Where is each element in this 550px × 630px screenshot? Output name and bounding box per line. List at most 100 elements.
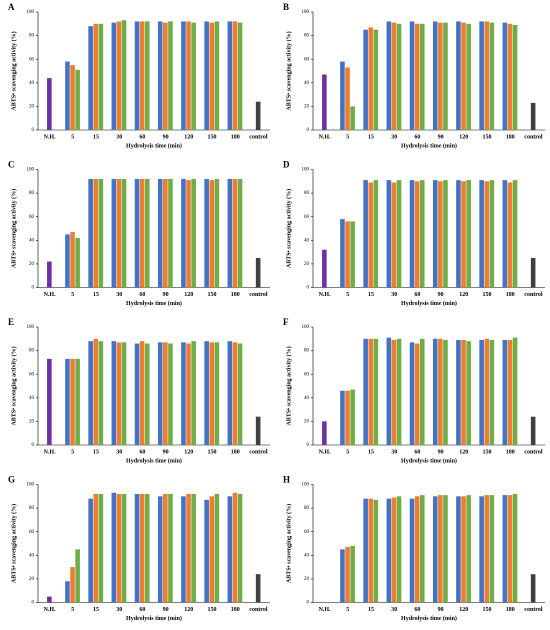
x-tick-label: 150	[208, 449, 217, 455]
x-tick-label: 30	[116, 607, 122, 613]
bar	[461, 181, 466, 288]
bar	[98, 23, 104, 130]
bar	[144, 493, 150, 603]
bar	[116, 493, 122, 603]
y-tick-label: 60	[304, 372, 310, 377]
bar	[237, 178, 243, 288]
y-tick-label: 20	[304, 577, 310, 582]
bar	[209, 22, 215, 130]
y-tick-label: 80	[29, 34, 35, 39]
x-tick-label: 180	[506, 134, 515, 140]
bar	[232, 21, 238, 130]
x-tick-label: 5	[71, 607, 74, 613]
x-tick-label: 180	[506, 607, 515, 613]
x-tick-label: 60	[139, 292, 145, 298]
panel-label: D	[283, 160, 290, 170]
bar	[443, 339, 448, 445]
bar	[456, 21, 461, 130]
y-tick-label: 40	[304, 238, 310, 243]
bar	[121, 342, 127, 445]
y-tick-label: 0	[307, 443, 310, 448]
bar	[340, 61, 345, 131]
bar	[227, 341, 233, 445]
bar	[168, 178, 173, 288]
y-tick-label: 40	[304, 396, 310, 401]
y-tick-label: 0	[307, 286, 310, 291]
bar	[47, 596, 52, 603]
x-tick-label: 15	[368, 449, 374, 455]
x-tick-label: 180	[506, 449, 515, 455]
x-axis-title: Hydrolysis time (min)	[401, 615, 457, 622]
bar	[391, 339, 397, 445]
bar	[75, 237, 80, 288]
bar	[232, 492, 238, 603]
y-axis-title: ABTS• scavenging activity (%)	[285, 346, 292, 425]
bar	[438, 181, 443, 288]
y-tick-label: 40	[304, 81, 310, 86]
bar	[484, 21, 490, 130]
x-tick-label: 120	[459, 134, 468, 140]
y-axis-title: ABTS• scavenging activity (%)	[10, 346, 17, 425]
bar	[111, 178, 117, 288]
bar	[163, 342, 168, 445]
bar	[396, 23, 402, 130]
bar	[456, 180, 461, 288]
x-tick-label: 30	[391, 607, 397, 613]
bar	[340, 549, 345, 603]
bar	[345, 547, 350, 603]
bar	[443, 22, 448, 130]
bar	[432, 496, 438, 603]
x-tick-label: N.H.	[44, 449, 57, 455]
y-tick-label: 80	[29, 506, 35, 511]
bar	[443, 495, 448, 603]
y-tick-label: 40	[29, 553, 35, 558]
bar	[227, 178, 233, 288]
y-tick-label: 80	[304, 506, 310, 511]
x-tick-label: 5	[346, 134, 349, 140]
x-tick-label: 120	[459, 607, 468, 613]
bar	[466, 180, 471, 288]
y-tick-label: 60	[304, 215, 310, 220]
y-tick-label: 60	[29, 372, 35, 377]
y-tick-label: 100	[302, 10, 310, 15]
y-tick-label: 0	[32, 601, 35, 606]
y-tick-label: 100	[27, 10, 35, 15]
bar	[157, 178, 163, 288]
bar	[350, 545, 355, 603]
x-tick-label: 120	[184, 607, 193, 613]
y-tick-label: 100	[27, 325, 35, 330]
bar	[419, 180, 425, 288]
x-tick-label: control	[249, 607, 268, 613]
x-tick-label: N.H.	[44, 292, 57, 298]
bar	[237, 343, 243, 445]
bar	[322, 74, 327, 130]
bar	[530, 574, 536, 603]
bar	[466, 495, 471, 603]
bar	[204, 178, 209, 288]
bar	[391, 182, 397, 288]
bar	[88, 498, 93, 603]
bar	[456, 496, 461, 603]
bar	[214, 21, 220, 130]
bar	[396, 496, 402, 603]
bar	[489, 180, 495, 288]
bar	[456, 339, 461, 445]
x-tick-label: 30	[116, 292, 122, 298]
bar	[368, 182, 374, 288]
x-axis-title: Hydrolysis time (min)	[401, 457, 457, 464]
bar	[419, 495, 425, 603]
bar	[139, 178, 145, 288]
x-tick-label: 120	[184, 134, 193, 140]
bar	[237, 493, 243, 603]
x-tick-label: 5	[71, 292, 74, 298]
bar	[75, 358, 80, 445]
y-tick-label: 60	[29, 57, 35, 62]
bar	[65, 581, 70, 603]
x-tick-label: 15	[368, 134, 374, 140]
bar	[209, 342, 215, 445]
bar	[391, 497, 397, 603]
x-tick-label: 15	[368, 292, 374, 298]
bar	[116, 21, 122, 130]
bar	[144, 178, 150, 288]
